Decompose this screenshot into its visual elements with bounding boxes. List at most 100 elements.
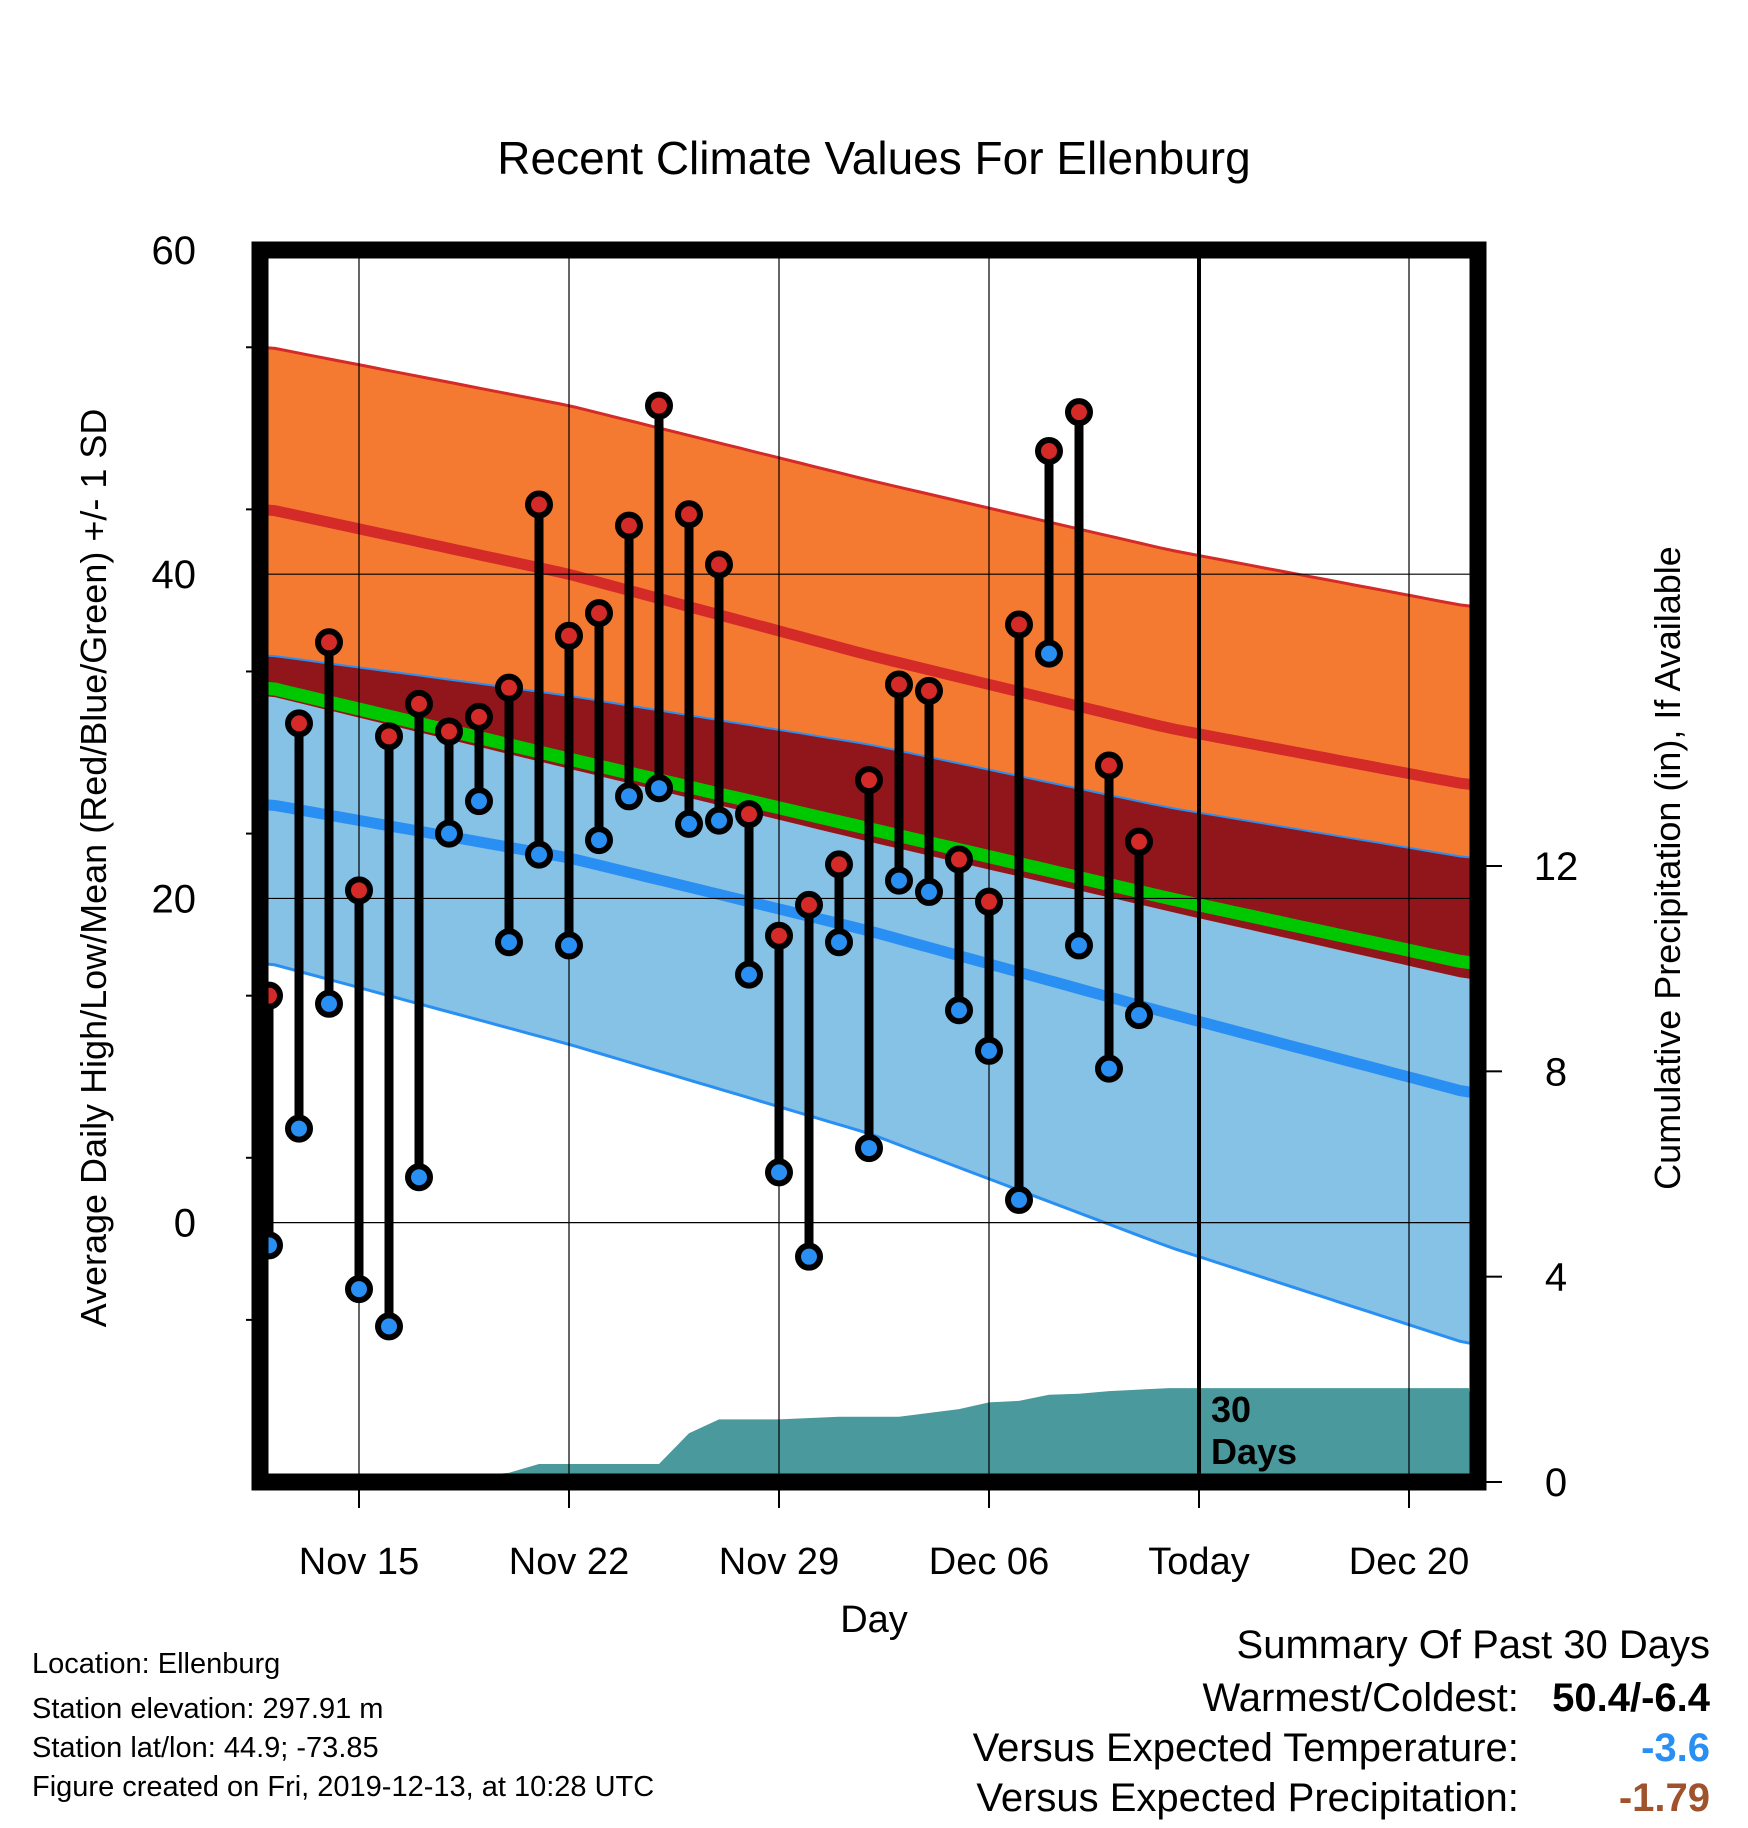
obs-low-point (735, 960, 763, 989)
obs-high-point (975, 887, 1003, 916)
obs-high-point (765, 921, 793, 950)
y2-axis-label: Cumulative Precipitation (in), If Availa… (1647, 546, 1688, 1190)
high-upper-line (259, 345, 1476, 609)
chart-title: Recent Climate Values For Ellenburg (497, 132, 1250, 184)
obs-low-point (405, 1163, 433, 1192)
obs-low-point (795, 1242, 823, 1271)
obs-high-point (585, 599, 613, 628)
obs-low-point (495, 928, 523, 957)
normal-high-line (259, 503, 1476, 791)
obs-high-point (285, 709, 313, 738)
y2-tick-label: 12 (1534, 845, 1579, 889)
x-tick-label: Dec 20 (1349, 1541, 1469, 1583)
obs-high-point (435, 717, 463, 746)
obs-high-point (735, 800, 763, 829)
obs-low-point (1035, 639, 1063, 668)
x-tick-label: Dec 06 (929, 1541, 1049, 1583)
obs-low-point (1005, 1185, 1033, 1214)
obs-low-point (465, 787, 493, 816)
obs-low-point (615, 782, 643, 811)
obs-high-point (465, 702, 493, 731)
x-axis-label: Day (840, 1599, 908, 1641)
obs-low-point (705, 806, 733, 835)
obs-low-point (915, 877, 943, 906)
y-tick-label: 40 (152, 553, 197, 597)
obs-high-point (675, 500, 703, 529)
location-text: Location: Ellenburg (32, 1648, 281, 1680)
summary-warmest-row: Warmest/Coldest: 50.4/-6.4 (1203, 1676, 1711, 1721)
y2-tick-label: 0 (1545, 1461, 1567, 1505)
y-axis-label: Average Daily High/Low/Mean (Red/Blue/Gr… (73, 409, 114, 1328)
y-tick-label: 20 (152, 877, 197, 921)
obs-high-point (1095, 751, 1123, 780)
obs-low-point (345, 1275, 373, 1304)
created-text: Figure created on Fri, 2019-12-13, at 10… (32, 1771, 655, 1803)
obs-low-point (825, 928, 853, 957)
y2-tick-label: 4 (1545, 1256, 1567, 1300)
obs-low-point (525, 840, 553, 869)
obs-low-point (285, 1114, 313, 1143)
obs-low-point (855, 1134, 883, 1163)
x-tick-label: Nov 22 (509, 1541, 629, 1583)
obs-high-point (885, 670, 913, 699)
axes: 0 20 40 60 0 4 8 12 Nov 15 Nov 22 Nov 29 Dec 06 Toda… (152, 229, 1579, 1583)
summary-warmest-label: Warmest/Coldest: (1202, 1676, 1519, 1720)
obs-high-point (405, 689, 433, 718)
y2-tick-label: 8 (1545, 1050, 1567, 1094)
obs-high-point (795, 890, 823, 919)
summary-warmest-value: 50.4/-6.4 (1552, 1676, 1710, 1720)
summary-temp-row: Versus Expected Temperature: -3.6 (973, 1726, 1710, 1771)
obs-high-point (1005, 610, 1033, 639)
summary-precip-row: Versus Expected Precipitation: -1.79 (976, 1776, 1710, 1821)
obs-low-point (1095, 1054, 1123, 1083)
plot-frame (251, 241, 1487, 1491)
obs-high-point (1065, 398, 1093, 427)
obs-high-point (645, 391, 673, 420)
obs-high-point (825, 850, 853, 879)
summary-precip-value: -1.79 (1618, 1776, 1710, 1820)
precipitation-area (260, 1388, 1478, 1482)
obs-high-point (855, 766, 883, 795)
summary-precip-label: Versus Expected Precipitation: (976, 1776, 1519, 1820)
latlon-text: Station lat/lon: 44.9; -73.85 (32, 1732, 379, 1764)
obs-low-point (945, 996, 973, 1025)
obs-low-point (1065, 931, 1093, 960)
y-tick-label: 0 (174, 1202, 196, 1246)
obs-high-point (705, 550, 733, 579)
obs-low-point (885, 866, 913, 895)
obs-low-point (975, 1036, 1003, 1065)
x-tick-label: Nov 15 (299, 1541, 419, 1583)
obs-high-point (345, 876, 373, 905)
obs-low-point (555, 931, 583, 960)
obs-high-point (315, 628, 343, 657)
obs-high-point (525, 490, 553, 519)
obs-low-point (675, 809, 703, 838)
summary-temp-label: Versus Expected Temperature: (972, 1726, 1519, 1770)
x-tick-label: Nov 29 (719, 1541, 839, 1583)
obs-high-point (1125, 827, 1153, 856)
x-tick-label: Today (1148, 1541, 1249, 1583)
elevation-text: Station elevation: 297.91 m (32, 1693, 384, 1725)
obs-high-point (615, 511, 643, 540)
obs-high-point (915, 676, 943, 705)
summary-temp-value: -3.6 (1641, 1726, 1710, 1770)
obs-high-point (1035, 437, 1063, 466)
obs-high-point (495, 673, 523, 702)
obs-low-point (375, 1312, 403, 1341)
obs-low-point (435, 819, 463, 848)
high-lower-line (259, 654, 1476, 859)
today-annotation: Days (1211, 1431, 1297, 1472)
obs-low-point (765, 1158, 793, 1187)
obs-high-point (945, 845, 973, 874)
summary-heading: Summary Of Past 30 Days (1236, 1623, 1710, 1667)
obs-high-point (375, 722, 403, 751)
obs-low-point (645, 774, 673, 803)
obs-low-point (1125, 1001, 1153, 1030)
obs-low-point (585, 826, 613, 855)
obs-high-point (555, 621, 583, 650)
y-tick-label: 60 (152, 229, 197, 273)
today-annotation: 30 (1211, 1389, 1251, 1430)
obs-low-point (315, 989, 343, 1018)
